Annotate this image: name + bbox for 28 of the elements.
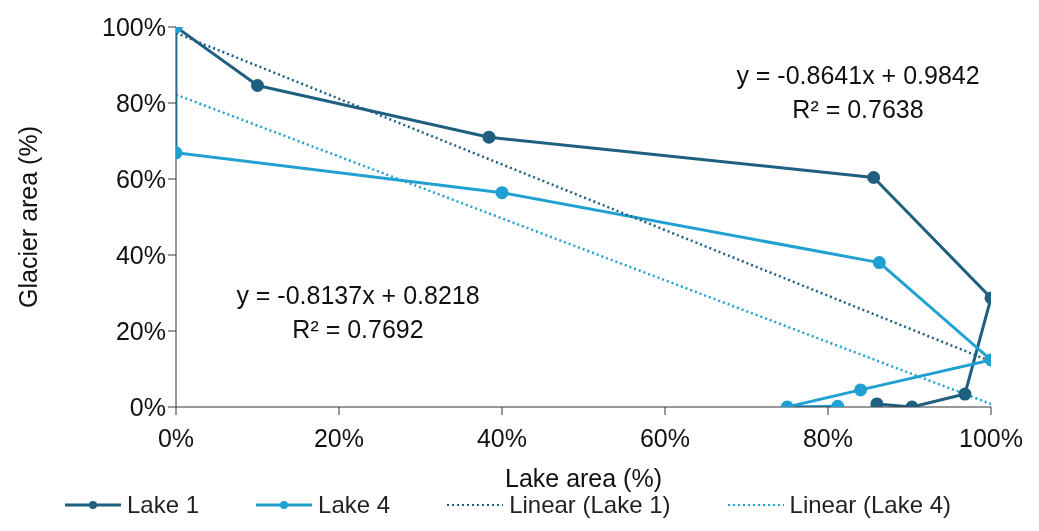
x-tick-label: 60%	[639, 423, 691, 452]
x-tick-label: 80%	[802, 423, 854, 452]
y-axis-title: Glacier area (%)	[13, 126, 42, 308]
x-tick-label: 40%	[476, 423, 528, 452]
legend-label: Linear (Lake 4)	[789, 491, 951, 519]
point	[251, 79, 264, 93]
annotation: y = -0.8137x + 0.8218 R² = 0.7692	[235, 280, 481, 345]
annotation: y = -0.8641x + 0.9842 R² = 0.7638	[735, 60, 981, 125]
point	[867, 170, 881, 184]
y-tick-label: 20%	[115, 316, 166, 345]
legend-label: Lake 4	[318, 491, 391, 519]
x-tick-label: 20%	[313, 423, 365, 452]
y-tick-label: 40%	[115, 240, 166, 269]
point	[854, 383, 868, 397]
y-tick-label: 100%	[102, 12, 166, 41]
point	[482, 130, 496, 144]
y-tick-label: 0%	[129, 392, 166, 421]
y-tick-label: 60%	[115, 164, 166, 193]
point	[870, 397, 884, 407]
point	[872, 256, 886, 270]
point	[495, 186, 509, 200]
point	[958, 387, 972, 401]
x-tick-label: 100%	[959, 423, 1023, 452]
legend-label: Linear (Lake 1)	[509, 491, 671, 519]
y-tick-label: 80%	[115, 88, 166, 117]
x-axis-title: Lake area (%)	[504, 464, 663, 492]
legend-label: Lake 1	[127, 491, 200, 519]
x-tick-label: 0%	[157, 423, 195, 452]
